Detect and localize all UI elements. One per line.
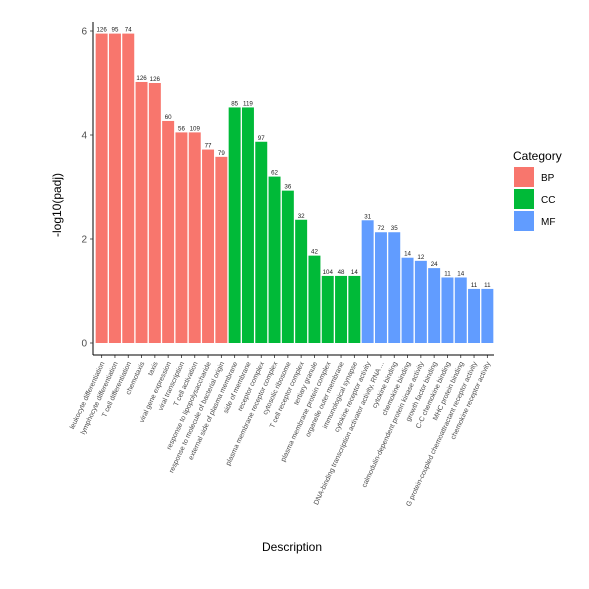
bar-mf (454, 277, 467, 343)
bar-count-label: 24 (431, 261, 438, 268)
bar-count-label: 77 (205, 143, 212, 150)
bar-mf (361, 220, 374, 343)
bar-bp (175, 132, 188, 343)
bar-bp (108, 33, 121, 343)
bar-count-label: 31 (364, 213, 371, 220)
legend-key-bp (514, 167, 534, 187)
y-axis-title: -log10(padj) (50, 173, 64, 237)
y-tick-label: 6 (81, 27, 87, 38)
bar-count-label: 119 (243, 100, 253, 107)
bar-cc (281, 190, 294, 343)
bar-count-label: 56 (178, 125, 185, 132)
bar-cc (308, 255, 321, 343)
x-axis-title: Description (262, 540, 322, 554)
bar-cc (335, 275, 348, 343)
y-tick-label: 2 (81, 235, 87, 246)
y-tick-label: 4 (81, 131, 87, 142)
bar-count-label: 126 (136, 75, 147, 82)
legend-key-mf (514, 211, 534, 231)
bar-count-label: 11 (471, 282, 478, 289)
bar-mf (468, 288, 481, 343)
bar-count-label: 104 (323, 269, 334, 276)
bar-count-label: 126 (96, 27, 107, 34)
legend-label-cc: CC (541, 195, 555, 206)
y-tick-label: 0 (81, 339, 87, 350)
bar-count-label: 72 (378, 225, 385, 232)
bar-count-label: 12 (417, 254, 424, 261)
bars-layer (95, 33, 494, 344)
bar-cc (241, 107, 254, 343)
bar-bp (162, 120, 175, 344)
bar-mf (401, 257, 414, 343)
bar-count-label: 36 (284, 184, 291, 191)
bar-count-label: 97 (258, 135, 265, 142)
bar-cc (348, 275, 361, 343)
legend-label-bp: BP (541, 173, 555, 184)
bar-bp (188, 132, 201, 343)
bar-bp (202, 149, 215, 343)
bar-mf (428, 268, 441, 343)
bar-count-label: 11 (444, 270, 451, 277)
bar-count-label: 85 (231, 100, 238, 107)
bar-count-label: 62 (271, 170, 278, 177)
bar-bp (215, 156, 228, 343)
bar-count-label: 35 (391, 225, 398, 232)
bar-cc (321, 275, 334, 343)
bar-bp (122, 33, 135, 343)
legend-label-mf: MF (541, 217, 555, 228)
bar-bp (135, 81, 148, 344)
bar-mf (481, 288, 494, 343)
bar-count-label: 32 (298, 213, 305, 220)
bar-count-label: 14 (351, 269, 358, 276)
bar-cc (228, 107, 241, 343)
bar-count-label: 95 (112, 27, 119, 34)
y-axis: 0 2 4 6 (81, 22, 94, 355)
bar-mf (374, 232, 387, 343)
bar-mf (388, 232, 401, 343)
bar-mf (414, 260, 427, 343)
bar-count-label: 14 (404, 251, 411, 258)
bar-bp (148, 83, 161, 343)
bar-cc (255, 141, 268, 343)
bar-count-label: 109 (190, 125, 201, 132)
bar-count-label: 11 (484, 282, 491, 289)
bar-bp (95, 33, 108, 343)
bar-count-label: 60 (165, 114, 172, 121)
legend: Category BP CC MF (513, 149, 562, 231)
x-tick-label: taxis (147, 360, 160, 376)
bar-count-label: 74 (125, 27, 132, 34)
bar-mf (441, 277, 454, 343)
legend-title: Category (513, 149, 562, 163)
bar-cc (295, 219, 308, 343)
bar-count-label: 14 (457, 270, 464, 277)
bar-cc (268, 176, 281, 343)
legend-key-cc (514, 189, 534, 209)
bar-count-label: 126 (150, 76, 161, 83)
bar-count-label: 48 (338, 269, 345, 276)
bar-count-label: 42 (311, 249, 318, 256)
bar-count-label: 79 (218, 150, 225, 157)
